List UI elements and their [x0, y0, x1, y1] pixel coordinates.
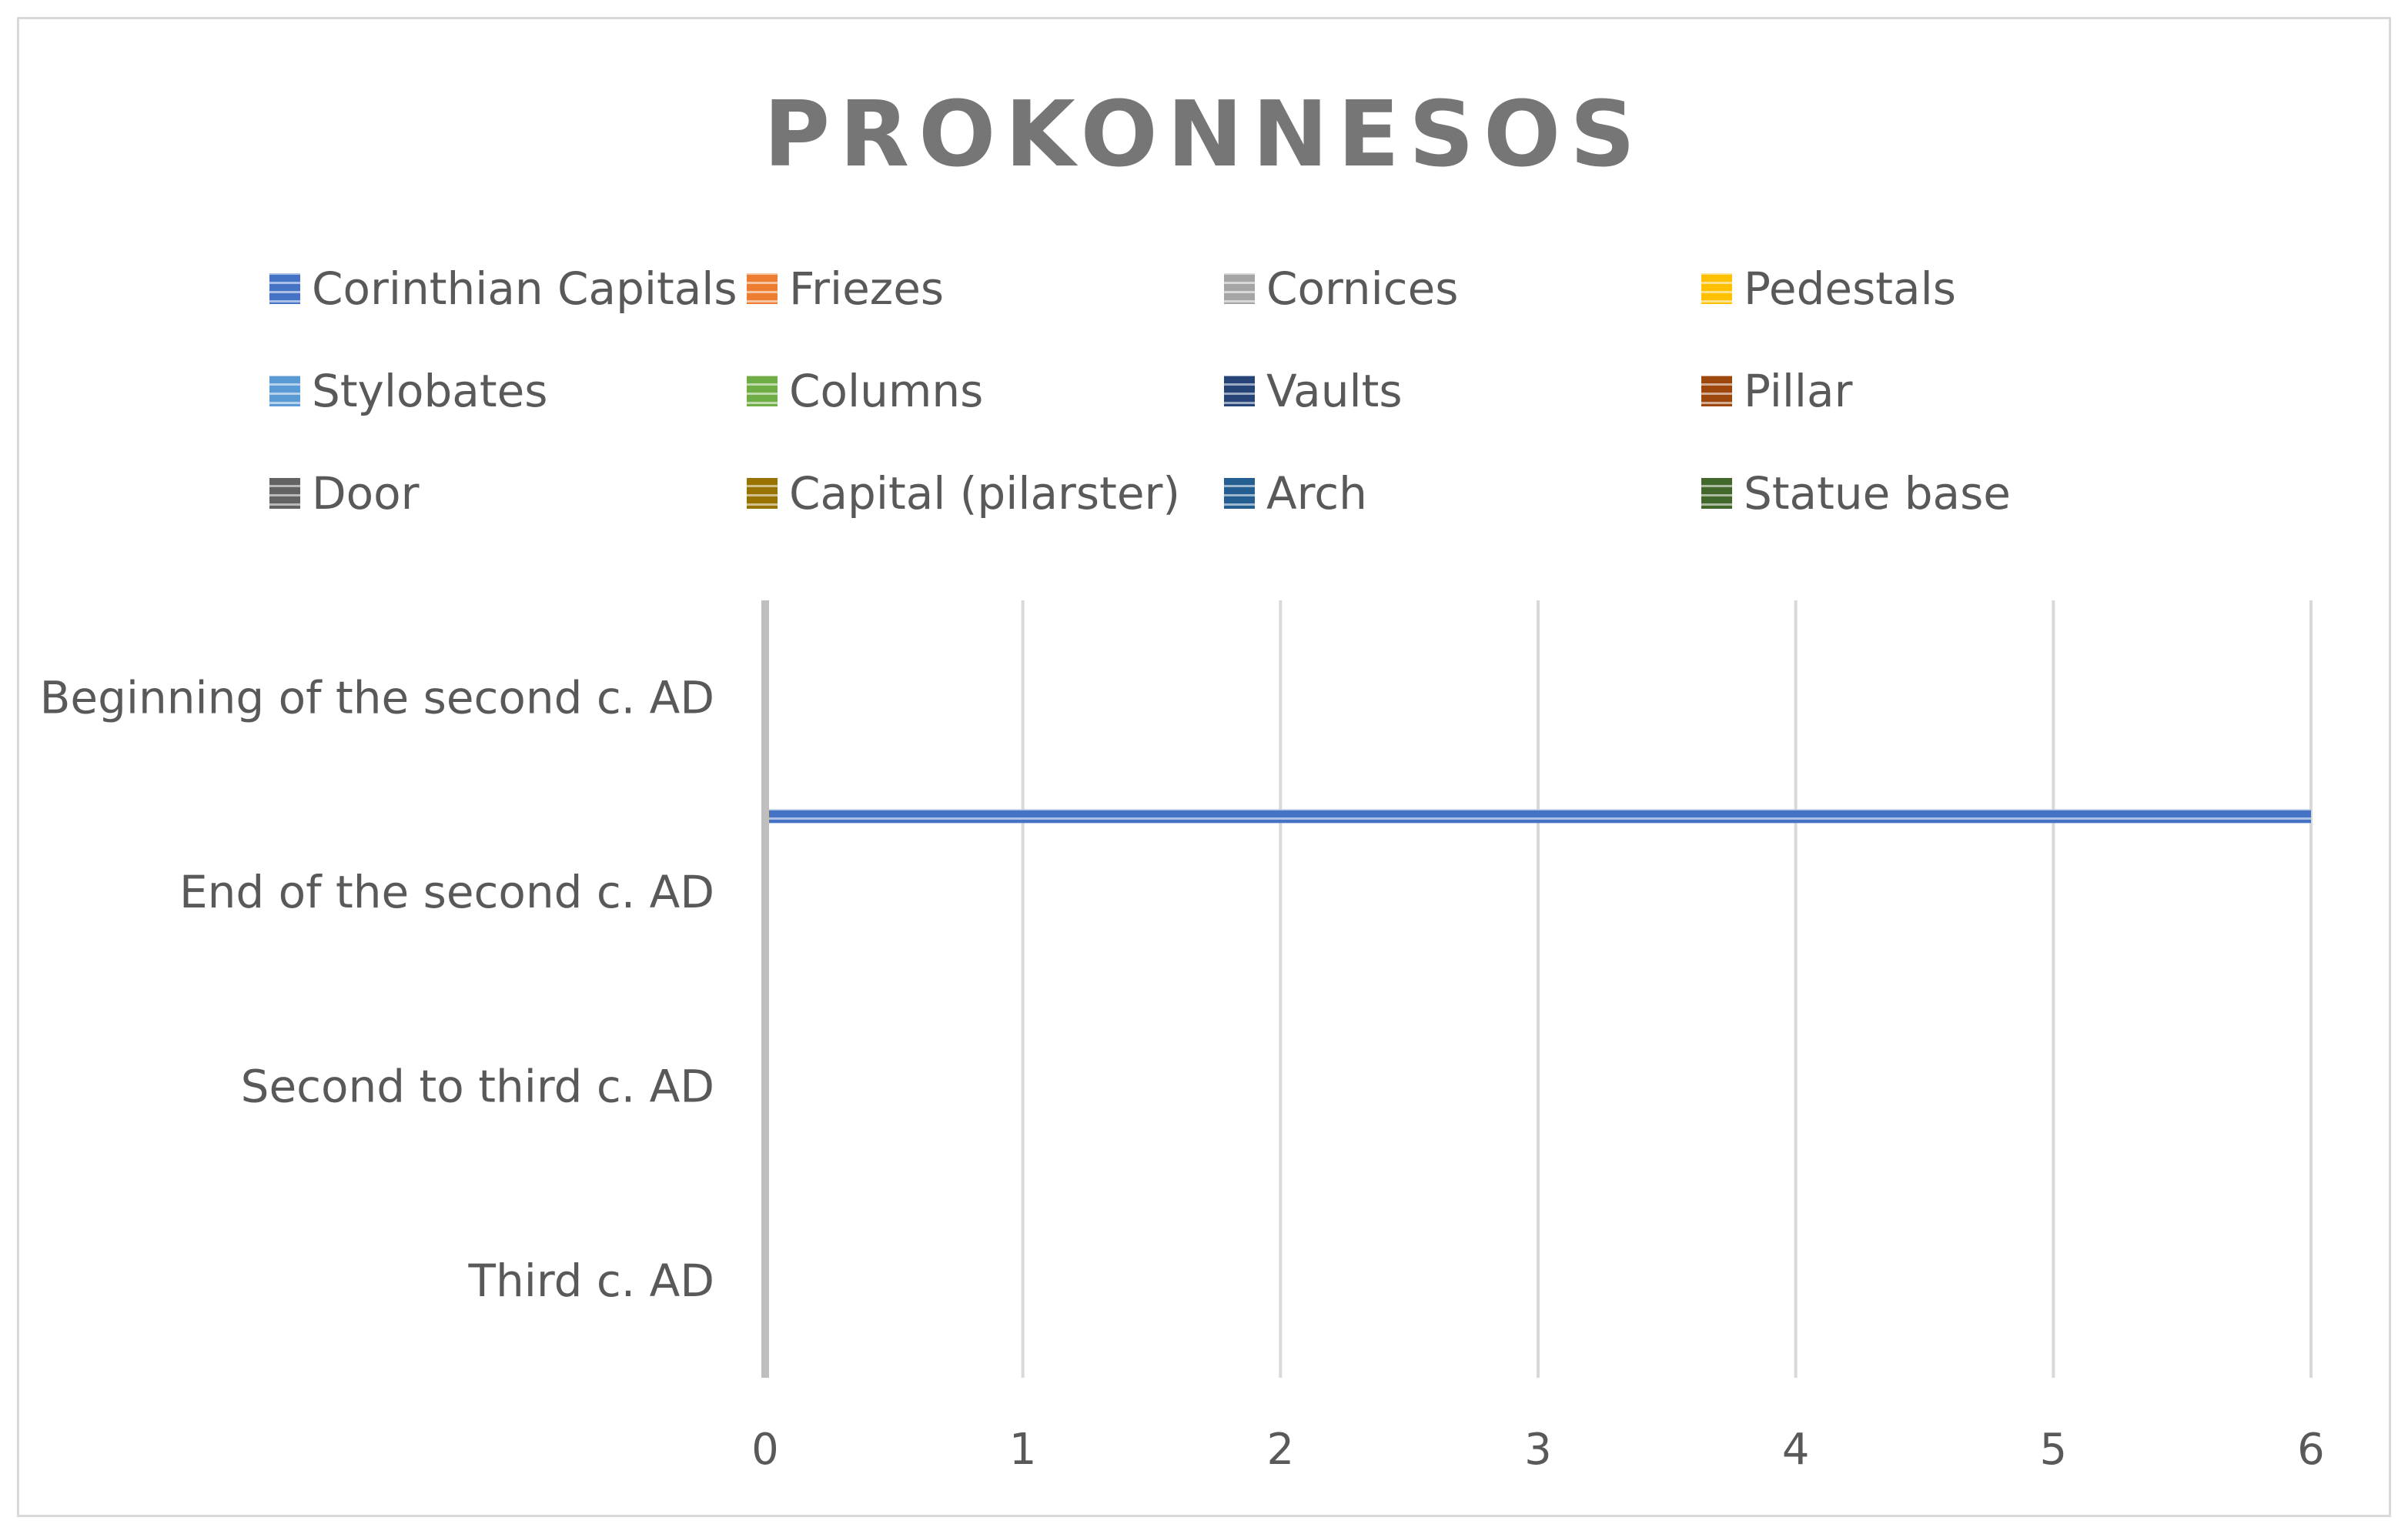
legend-item-statue-base: Statue base: [1701, 467, 2011, 520]
gridlines: [1021, 600, 2313, 1378]
legend-label: Statue base: [1744, 467, 2011, 520]
legend-swatch: [1224, 478, 1255, 509]
legend-item-cornices: Cornices: [1224, 262, 1458, 315]
legend-item-stylobates: Stylobates: [269, 365, 547, 417]
legend-swatch: [1224, 273, 1255, 304]
legend-label: Pillar: [1744, 365, 1853, 417]
legend-item-pillar: Pillar: [1701, 365, 1853, 417]
category-label: End of the second c. AD: [179, 866, 714, 918]
legend-swatch: [747, 273, 778, 304]
legend-item-friezes: Friezes: [747, 262, 944, 315]
legend-swatch: [1701, 478, 1732, 509]
legend-item-corinthian-capitals: Corinthian Capitals: [269, 262, 737, 315]
x-tick-label: 6: [2297, 1425, 2325, 1475]
legend-label: Pedestals: [1744, 262, 1956, 315]
value-axis: 0 1 2 3 4 5 6: [751, 1425, 2325, 1475]
legend-swatch: [269, 273, 300, 304]
chart-frame: [17, 17, 2391, 1517]
category-axis: Beginning of the second c. AD End of the …: [40, 600, 769, 1378]
category-label: Second to third c. AD: [241, 1060, 714, 1112]
legend-swatch: [747, 478, 778, 509]
legend-item-arch: Arch: [1224, 467, 1367, 520]
legend: Corinthian Capitals Friezes Cornices Pedest…: [269, 262, 2011, 520]
legend-label: Vaults: [1266, 365, 1403, 417]
legend-swatch: [747, 376, 778, 406]
x-tick-label: 5: [2040, 1425, 2068, 1475]
legend-label: Columns: [789, 365, 983, 417]
x-tick-label: 1: [1009, 1425, 1037, 1475]
legend-item-capital-pilarster: Capital (pilarster): [747, 467, 1180, 520]
legend-item-pedestals: Pedestals: [1701, 262, 1956, 315]
legend-label: Capital (pilarster): [789, 467, 1180, 520]
legend-item-vaults: Vaults: [1224, 365, 1403, 417]
legend-label: Door: [312, 467, 420, 520]
legend-label: Friezes: [789, 262, 944, 315]
chart-title: PROKONNESOS: [764, 81, 1645, 187]
legend-label: Arch: [1266, 467, 1367, 520]
x-tick-label: 0: [751, 1425, 779, 1475]
legend-swatch: [1701, 273, 1732, 304]
x-tick-label: 4: [1782, 1425, 1810, 1475]
x-tick-label: 3: [1524, 1425, 1552, 1475]
legend-swatch: [269, 376, 300, 406]
x-tick-label: 2: [1267, 1425, 1295, 1475]
legend-label: Stylobates: [312, 365, 547, 417]
legend-label: Corinthian Capitals: [312, 262, 737, 315]
category-label: Beginning of the second c. AD: [40, 671, 714, 724]
legend-swatch: [1701, 376, 1732, 406]
bar-corinthian-capitals-end-of-the-second-c-ad: [768, 809, 2311, 824]
legend-item-columns: Columns: [747, 365, 983, 417]
category-label: Third c. AD: [468, 1255, 714, 1307]
legend-swatch: [1224, 376, 1255, 406]
legend-label: Cornices: [1266, 262, 1458, 315]
bars: [768, 809, 2311, 824]
legend-swatch: [269, 478, 300, 509]
legend-item-door: Door: [269, 467, 420, 520]
